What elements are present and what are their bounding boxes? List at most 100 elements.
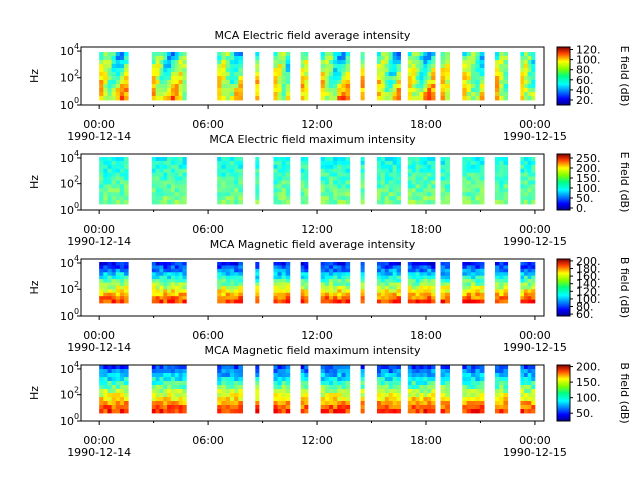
heatmap-cell [255,60,260,65]
heatmap-cell [217,72,222,77]
heatmap-cell [159,56,164,61]
heatmap-cell [234,401,239,406]
heatmap-cell [503,275,509,280]
heatmap-cell [333,369,338,374]
heatmap-cell [217,397,222,402]
heatmap-cell [407,184,413,189]
colorbar-tick-label: 150. [576,376,601,389]
heatmap-cell [520,262,525,266]
heatmap-cell [380,279,386,283]
heatmap-cell [115,262,121,266]
heatmap-cell [392,96,398,101]
heatmap-cell [300,172,305,177]
heatmap-cell [103,172,108,177]
heatmap-cell [440,96,446,101]
heatmap-cell [111,188,117,193]
heatmap-cell [333,188,338,193]
y-tick-label: 10 [60,363,74,376]
heatmap-cell [407,72,413,77]
heatmap-cell [151,92,157,97]
heatmap-cell [494,60,500,65]
heatmap-cell [396,405,401,410]
heatmap-cell [229,369,235,374]
colorbar-tick-label: 180. [576,263,601,276]
heatmap-cell [300,72,305,77]
heatmap-cell [384,265,390,270]
heatmap-cell [376,176,382,181]
heatmap-cell [182,200,187,205]
heatmap-cell [427,268,432,273]
heatmap-cell [471,84,476,89]
heatmap-cell [273,279,278,283]
heatmap-cell [499,92,504,97]
heatmap-cell [328,393,334,398]
heatmap-cell [440,405,446,410]
heatmap-cell [499,289,504,294]
heatmap-cell [333,160,338,166]
heatmap-cell [163,96,168,101]
heatmap-cell [155,262,160,266]
heatmap-cell [107,365,113,370]
heatmap-cell [107,401,113,406]
heatmap-cell [304,405,309,410]
heatmap-cell [328,76,334,81]
colorbar-tick-label: 100. [576,54,601,67]
heatmap-cell [471,272,476,277]
heatmap-cell [281,96,287,101]
heatmap-cell [419,292,424,297]
heatmap-cell [229,56,235,61]
heatmap-cell [520,377,525,382]
heatmap-cell [304,196,309,201]
heatmap-cell [427,52,432,57]
heatmap-cell [103,409,108,414]
heatmap-cell [471,72,476,77]
heatmap-cell [527,192,532,197]
heatmap-cell [392,84,398,89]
heatmap-cell [99,168,104,174]
heatmap-cell [163,389,168,394]
heatmap-cell [320,285,326,290]
heatmap-cell [415,268,420,273]
heatmap-cell [524,172,529,177]
heatmap-cell [415,282,420,287]
heatmap-cell [462,275,468,280]
heatmap-cell [503,84,509,89]
heatmap-cell [273,160,278,166]
heatmap-cell [217,80,222,85]
heatmap-cell [159,184,164,189]
heatmap-cell [392,76,398,81]
heatmap-cell [392,184,398,189]
colorbar-gradient [556,153,571,211]
heatmap-cell [174,299,180,304]
heatmap-cell [419,275,424,280]
heatmap-cell [396,401,401,406]
heatmap-cell [99,60,104,65]
heatmap-cell [119,282,125,287]
heatmap-cell [341,397,346,402]
heatmap-cell [524,409,529,414]
heatmap-cell [531,397,536,402]
heatmap-cell [221,285,227,290]
heatmap-cell [304,279,309,283]
heatmap-cell [333,88,338,93]
heatmap-cell [170,385,176,390]
heatmap-cell [475,192,481,197]
heatmap-cell [462,296,468,300]
heatmap-cell [423,393,428,398]
heatmap-cell [440,279,446,283]
heatmap-cell [221,296,227,300]
heatmap-cell [124,76,129,81]
heatmap-cell [423,389,428,394]
heatmap-cell [225,164,231,170]
heatmap-cell [119,72,125,77]
heatmap-cell [103,397,108,402]
heatmap-cell [415,385,420,390]
heatmap-cell [411,296,416,300]
heatmap-cell [479,188,485,193]
heatmap-cell [524,268,529,273]
heatmap-cell [494,389,500,394]
heatmap-cell [341,68,346,73]
heatmap-cell [285,405,291,410]
heatmap-cell [475,64,481,69]
